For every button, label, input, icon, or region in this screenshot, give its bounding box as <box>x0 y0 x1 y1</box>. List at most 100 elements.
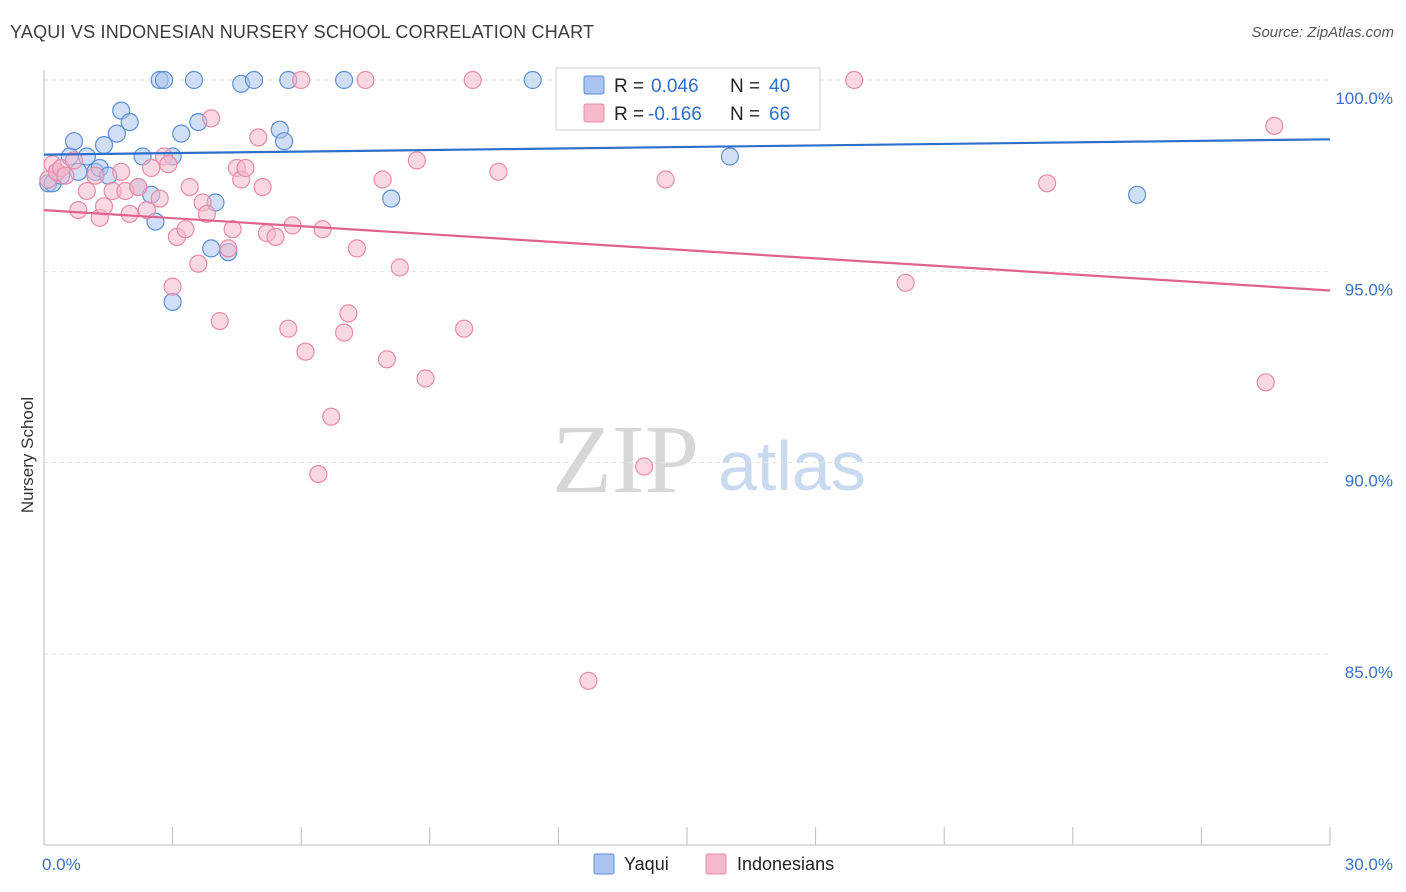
point-yaqui-23 <box>172 124 191 143</box>
series-legend: Yaqui Indonesians <box>593 853 834 875</box>
point-indonesians-6 <box>69 201 88 220</box>
bottom-legend-label-yaqui: Yaqui <box>624 854 669 874</box>
y-tick-label-1: 95.0% <box>1345 280 1393 299</box>
point-indonesians-47 <box>339 304 358 323</box>
point-indonesians-63 <box>1037 174 1057 193</box>
legend-indonesians-r-label: R = <box>614 104 644 125</box>
point-indonesians-21 <box>163 277 182 296</box>
point-indonesians-58 <box>579 671 598 690</box>
point-indonesians-4 <box>56 166 75 185</box>
point-yaqui-38 <box>1127 185 1147 204</box>
point-indonesians-46 <box>335 323 354 342</box>
point-yaqui-20 <box>154 70 174 90</box>
point-indonesians-52 <box>390 258 409 277</box>
point-yaqui-30 <box>244 70 264 90</box>
bottom-legend-label-indonesians: Indonesians <box>737 854 834 874</box>
y-axis-title: Nursery School <box>18 397 37 513</box>
point-yaqui-24 <box>184 70 204 90</box>
point-indonesians-65 <box>1265 116 1284 136</box>
point-indonesians-45 <box>322 407 341 426</box>
point-indonesians-10 <box>94 197 114 216</box>
point-indonesians-49 <box>356 70 375 90</box>
points-layer <box>39 70 1284 690</box>
axis-layer <box>43 70 1330 846</box>
point-indonesians-44 <box>313 220 332 239</box>
point-indonesians-64 <box>1256 373 1275 392</box>
point-yaqui-26 <box>202 239 221 258</box>
point-indonesians-25 <box>189 254 208 273</box>
x-tick-label-0: 0.0% <box>42 855 81 874</box>
point-yaqui-34 <box>335 70 354 90</box>
point-indonesians-59 <box>634 457 654 476</box>
point-indonesians-16 <box>137 201 156 220</box>
point-indonesians-31 <box>223 220 242 239</box>
stats-legend: R = 0.046 N = 40 R = -0.166 N = 66 <box>555 67 821 131</box>
legend-indonesians-r-value: -0.166 <box>648 104 702 125</box>
point-indonesians-42 <box>296 342 315 361</box>
point-indonesians-12 <box>112 162 131 181</box>
point-indonesians-55 <box>455 319 474 338</box>
point-yaqui-22 <box>163 292 182 311</box>
point-yaqui-36 <box>523 70 542 90</box>
chart-title: YAQUI VS INDONESIAN NURSERY SCHOOL CORRE… <box>10 22 595 42</box>
legend-swatch-indonesians <box>583 103 605 123</box>
point-indonesians-57 <box>489 162 508 181</box>
point-indonesians-30 <box>219 239 238 258</box>
trendline-yaqui <box>43 138 1331 156</box>
point-indonesians-36 <box>253 178 272 197</box>
watermark-zip: ZIP <box>552 406 699 514</box>
point-indonesians-17 <box>142 158 161 178</box>
point-indonesians-23 <box>176 220 195 239</box>
trend-layer <box>43 138 1331 292</box>
point-indonesians-28 <box>202 109 221 128</box>
point-indonesians-41 <box>292 70 311 90</box>
legend-yaqui-n-value: 40 <box>769 76 790 97</box>
point-yaqui-35 <box>382 189 401 208</box>
point-indonesians-35 <box>249 128 268 147</box>
point-indonesians-62 <box>896 273 915 292</box>
trendline-indonesians <box>43 209 1331 292</box>
watermark-atlas: atlas <box>718 427 866 505</box>
point-indonesians-29 <box>210 312 229 331</box>
point-indonesians-15 <box>129 178 148 197</box>
legend-yaqui-r-label: R = <box>614 76 644 97</box>
legend-indonesians-n-label: N = <box>730 104 760 125</box>
legend-swatch-yaqui <box>583 75 605 95</box>
y-tick-label-3: 85.0% <box>1345 663 1393 682</box>
point-indonesians-54 <box>416 369 435 388</box>
bottom-legend-swatch-yaqui <box>593 853 615 875</box>
y-tick-label-0: 100.0% <box>1335 89 1393 108</box>
legend-yaqui-r-value: 0.046 <box>651 76 699 97</box>
point-indonesians-20 <box>159 155 178 174</box>
tick-label-layer: 100.0% 95.0% 90.0% 85.0% 0.0% 30.0% <box>42 89 1393 874</box>
point-indonesians-39 <box>279 319 298 338</box>
legend-yaqui-n-label: N = <box>730 76 760 97</box>
bottom-legend-swatch-indonesians <box>705 853 727 875</box>
point-indonesians-14 <box>120 204 139 223</box>
point-indonesians-43 <box>309 465 328 484</box>
point-indonesians-60 <box>656 170 675 189</box>
point-indonesians-5 <box>64 151 84 170</box>
point-indonesians-18 <box>150 189 169 208</box>
y-tick-label-2: 90.0% <box>1345 472 1393 491</box>
legend-indonesians-n-value: 66 <box>769 104 790 125</box>
chart-source: Source: ZipAtlas.com <box>1251 24 1394 41</box>
point-yaqui-12 <box>107 124 127 143</box>
point-yaqui-32 <box>275 132 294 151</box>
point-yaqui-5 <box>64 132 84 151</box>
point-indonesians-53 <box>407 151 426 170</box>
x-tick-label-1: 30.0% <box>1345 855 1393 874</box>
point-indonesians-34 <box>236 158 255 178</box>
point-indonesians-8 <box>86 166 105 185</box>
point-indonesians-38 <box>266 227 285 246</box>
point-indonesians-27 <box>197 204 216 223</box>
point-yaqui-14 <box>120 112 139 132</box>
point-indonesians-56 <box>463 70 482 90</box>
point-indonesians-24 <box>180 178 199 197</box>
point-indonesians-61 <box>845 70 864 90</box>
point-indonesians-51 <box>377 350 396 369</box>
point-indonesians-48 <box>347 239 366 258</box>
point-indonesians-7 <box>77 181 97 201</box>
point-indonesians-50 <box>373 170 392 189</box>
